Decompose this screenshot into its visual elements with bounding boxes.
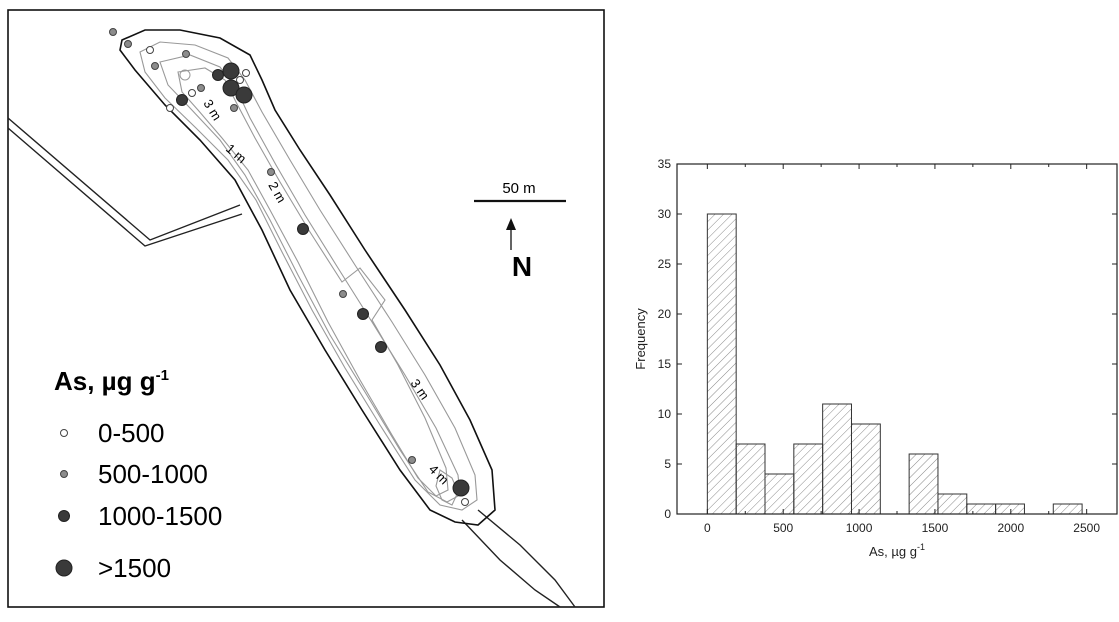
legend-label: 1000-1500 xyxy=(98,501,222,531)
sample-point xyxy=(197,84,205,92)
sample-point xyxy=(452,479,470,497)
legend-symbol-over-1500 xyxy=(55,559,73,577)
contour-spot xyxy=(179,69,191,81)
samples-500-1000 xyxy=(109,28,416,464)
legend-symbol-0-500 xyxy=(60,429,68,437)
legend-label: 0-500 xyxy=(98,418,165,448)
outflow-channel-b xyxy=(477,509,576,608)
sample-point xyxy=(222,62,240,80)
contour-label: 2 m xyxy=(265,179,289,205)
contour-label: 3 m xyxy=(200,97,224,123)
histogram-bar xyxy=(995,503,1025,515)
sample-point xyxy=(339,290,347,298)
samples-over-1500 xyxy=(222,62,470,497)
sample-point xyxy=(242,69,250,77)
y-tick-label: 10 xyxy=(658,407,672,421)
x-tick-label: 0 xyxy=(704,521,711,535)
legend-label: >1500 xyxy=(98,553,171,583)
sample-point xyxy=(230,104,238,112)
samples-0-500 xyxy=(146,46,469,506)
histogram-bar xyxy=(966,503,997,515)
sample-point xyxy=(188,89,196,97)
samples-1000-1500 xyxy=(176,69,387,353)
histogram-bar xyxy=(1052,503,1083,515)
pond-shoreline xyxy=(119,29,496,526)
sample-point xyxy=(166,104,174,112)
legend-title: As, µg g-1 xyxy=(54,366,169,396)
y-tick-label: 15 xyxy=(658,357,672,371)
sample-point xyxy=(222,79,240,97)
north-arrow-head xyxy=(506,218,516,230)
contour-2m xyxy=(159,54,461,503)
y-tick-label: 5 xyxy=(664,457,671,471)
sample-point xyxy=(461,498,469,506)
legend-symbol-500-1000 xyxy=(60,470,68,478)
legend-label: 500-1000 xyxy=(98,459,208,489)
outflow-channel-a xyxy=(461,519,561,608)
sample-point xyxy=(176,94,188,106)
sample-point xyxy=(375,341,387,353)
x-tick-label: 1000 xyxy=(846,521,873,535)
sample-point xyxy=(124,40,132,48)
sample-point xyxy=(212,69,224,81)
sample-point xyxy=(408,456,416,464)
histogram-panel: 0 500 1000 1500 2000 2500 0 5 10 15 20 25 30 35 As, … xyxy=(615,0,1119,617)
histogram-chart: 0 500 1000 1500 2000 2500 0 5 10 15 20 25 30 35 As, … xyxy=(633,157,1118,559)
map-figure: 3 m 1 m 2 m 3 m 4 m xyxy=(7,9,605,608)
sample-point xyxy=(297,223,309,235)
legend-symbol-1000-1500 xyxy=(58,510,70,522)
sample-point xyxy=(146,46,154,54)
x-tick-label: 2000 xyxy=(997,521,1024,535)
contour-3m xyxy=(177,67,449,497)
contour-1m xyxy=(139,41,478,511)
y-axis-label: Frequency xyxy=(633,308,648,370)
y-tick-label: 20 xyxy=(658,307,672,321)
histogram-bar xyxy=(793,443,824,515)
y-tick-label: 25 xyxy=(658,257,672,271)
legend: As, µg g-1 0-500 500-1000 1000-1500 >150… xyxy=(54,366,222,583)
map-panel: 3 m 1 m 2 m 3 m 4 m xyxy=(7,9,605,608)
inflow-channel-outer xyxy=(7,117,241,241)
map-frame xyxy=(7,9,605,608)
sample-point xyxy=(151,62,159,70)
x-axis-label: As, µg g-1 xyxy=(869,542,925,559)
histogram-bar xyxy=(735,443,766,515)
x-tick-label: 2500 xyxy=(1073,521,1100,535)
histogram-bar xyxy=(706,213,737,515)
sample-point xyxy=(182,50,190,58)
histogram-bar xyxy=(822,403,852,515)
inflow-channel-inner xyxy=(7,127,243,247)
sample-point xyxy=(267,168,275,176)
sample-point xyxy=(109,28,117,36)
x-tick-label: 500 xyxy=(773,521,793,535)
histogram-bar xyxy=(850,423,881,515)
y-tick-label: 0 xyxy=(664,507,671,521)
histogram-bar xyxy=(937,493,968,515)
histogram-bar xyxy=(908,453,939,515)
x-tick-label: 1500 xyxy=(922,521,949,535)
contour-4m xyxy=(435,469,459,506)
histogram-bars xyxy=(706,213,1083,515)
contour-label: 3 m xyxy=(408,376,433,402)
sample-point xyxy=(357,308,369,320)
scale-bar-label: 50 m xyxy=(502,180,535,197)
y-tick-label: 30 xyxy=(658,207,672,221)
north-label: N xyxy=(512,251,532,282)
x-axis-ticks: 0 500 1000 1500 2000 2500 xyxy=(704,164,1100,535)
y-tick-label: 35 xyxy=(658,157,672,171)
histogram-bar xyxy=(764,473,795,515)
y-axis-ticks: 0 5 10 15 20 25 30 35 xyxy=(658,157,1117,521)
sample-point xyxy=(236,76,244,84)
sample-point xyxy=(235,86,253,104)
